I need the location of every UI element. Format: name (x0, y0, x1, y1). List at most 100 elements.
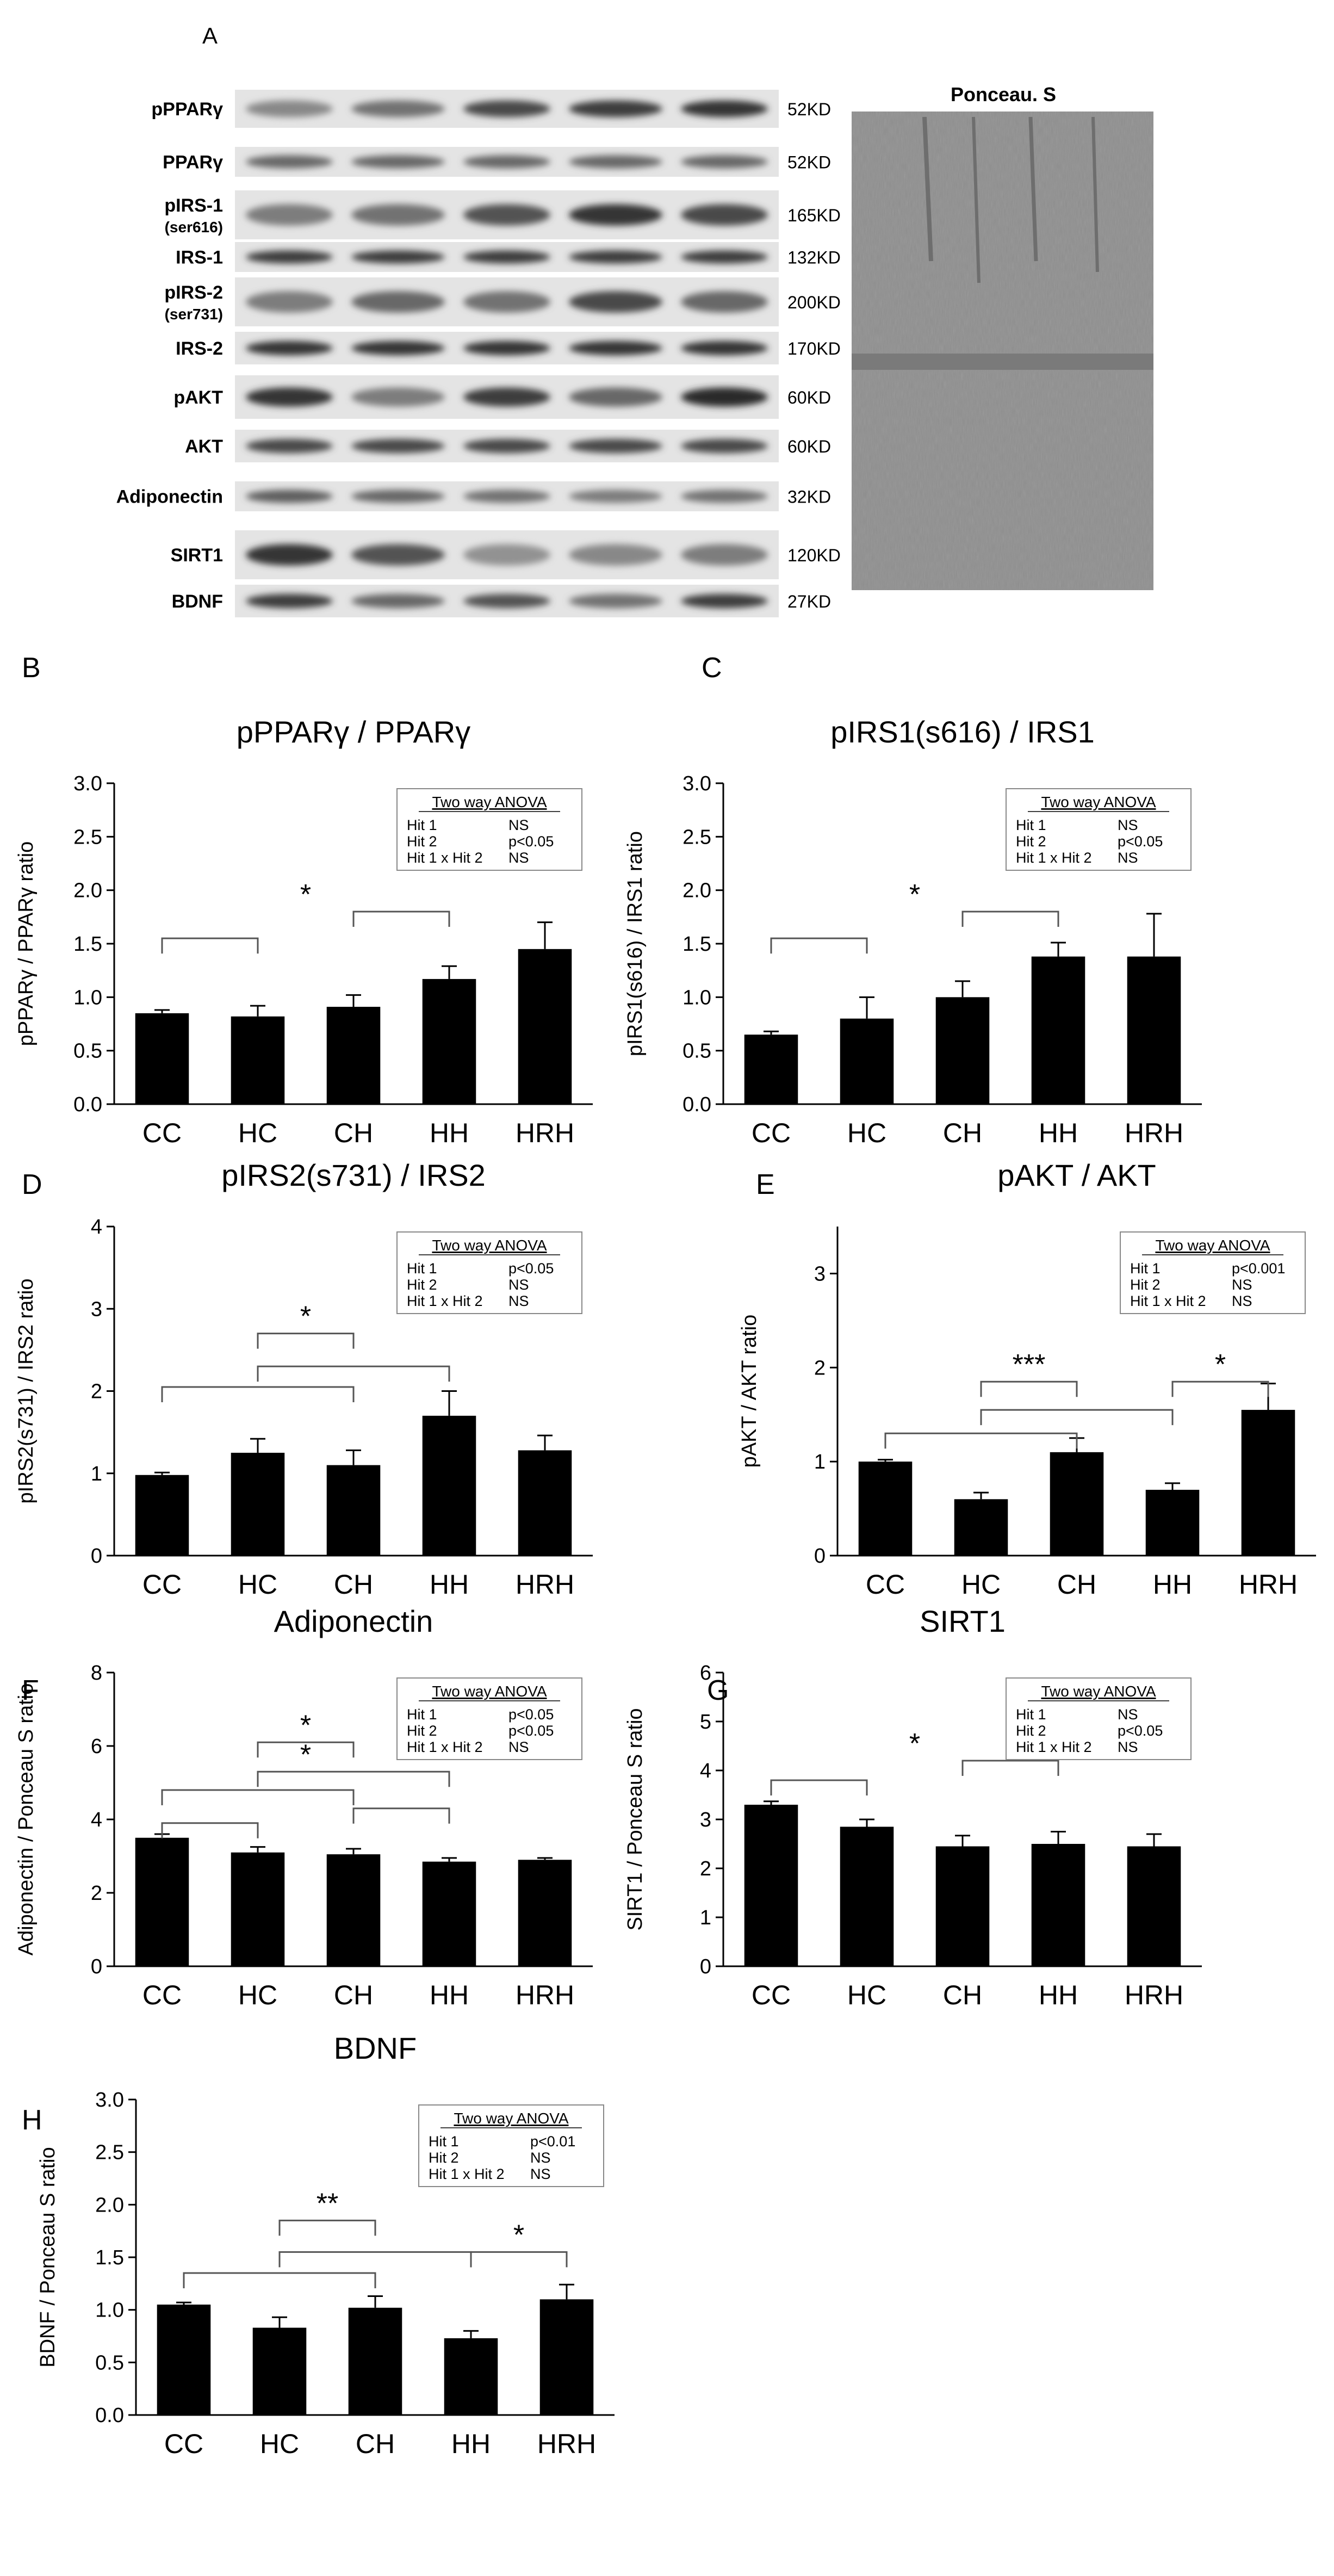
bracket-line (161, 1822, 259, 1838)
blot-row: IRS-1 132KD (176, 242, 841, 272)
bracket-line (352, 911, 450, 927)
x-tick-label: HC (238, 1980, 277, 2010)
blot-row: AKT 60KD (185, 430, 831, 462)
significance-bracket: * (161, 1739, 450, 1805)
bar (518, 1450, 572, 1556)
x-tick-label: CC (752, 1980, 791, 2010)
anova-factor: Hit 1 x Hit 2 (1130, 1293, 1206, 1309)
blot-band (246, 544, 333, 566)
bracket-line (961, 911, 1059, 927)
anova-factor: Hit 2 (407, 1723, 437, 1739)
blot-band (351, 490, 445, 503)
anova-box: Two way ANOVA Hit 1 p<0.01 Hit 2 NS Hit 1 x H… (418, 2104, 604, 2187)
anova-factor: Hit 2 (1016, 833, 1046, 850)
significance-star: ** (317, 2188, 338, 2219)
anova-box: Two way ANOVA Hit 1 NS Hit 2 p<0.05 Hit 1 x H… (396, 788, 582, 871)
blot-band (681, 387, 768, 407)
anova-factor: Hit 1 (1016, 1706, 1046, 1723)
anova-factor: Hit 1 x Hit 2 (407, 1293, 483, 1309)
bracket-line (980, 1409, 1174, 1426)
blot-band (681, 100, 768, 117)
significance-bracket: * (770, 879, 1059, 954)
bar (954, 1499, 1008, 1556)
blot-row-label: BDNF (172, 591, 223, 612)
anova-result: NS (508, 817, 529, 833)
bar (444, 2338, 498, 2415)
anova-result: p<0.001 (1232, 1260, 1285, 1277)
blot-kd-label: 52KD (787, 100, 831, 119)
blot-row-sublabel: (ser616) (165, 219, 223, 236)
x-tick-label: HH (451, 2429, 491, 2459)
blot-band (681, 250, 768, 264)
significance-star: * (300, 879, 311, 911)
blot-band (463, 100, 550, 117)
blot-band (681, 544, 768, 566)
bar (135, 1013, 189, 1104)
blot-band (681, 438, 768, 454)
blot-band (681, 340, 768, 356)
significance-bracket: *** (980, 1349, 1078, 1397)
blot-band (246, 387, 333, 407)
y-axis-label: Adiponectin / Ponceau S ratio (15, 1683, 38, 1956)
blot-band (463, 340, 550, 356)
y-tick-label: 1.5 (95, 2246, 124, 2269)
bar (135, 1475, 189, 1556)
y-tick-label: 1 (700, 1906, 711, 1929)
bar (840, 1826, 894, 1966)
significance-bracket: * (770, 1728, 1059, 1795)
significance-star: * (1215, 1349, 1226, 1380)
bracket-line (257, 1770, 450, 1787)
x-tick-label: CH (356, 2429, 395, 2459)
bracket-line (161, 1789, 355, 1805)
western-blot-panel: A pPPARγ 52KD PPARγ 52KD pIRS-1 (ser616) 165KD… (116, 23, 1153, 617)
blot-row: pAKT 60KD (173, 375, 831, 419)
anova-result: NS (1118, 817, 1138, 833)
chart-title: pIRS2(s731) / IRS2 (221, 1158, 486, 1192)
blot-band (569, 100, 662, 117)
y-tick-label: 8 (91, 1662, 102, 1685)
x-tick-label: HRH (516, 1118, 574, 1148)
blot-band (681, 593, 768, 609)
x-tick-label: HRH (516, 1569, 574, 1600)
anova-factor: Hit 1 (407, 1260, 437, 1277)
bar (858, 1462, 913, 1556)
x-tick-label: HH (1039, 1118, 1078, 1148)
anova-box-border (396, 788, 582, 871)
blot-band (569, 340, 662, 356)
x-tick-label: CH (943, 1980, 982, 2010)
bracket-line (770, 1779, 868, 1795)
anova-box: Two way ANOVA Hit 1 NS Hit 2 p<0.05 Hit 1 x H… (1006, 1677, 1192, 1760)
bracket-line (1171, 1380, 1269, 1397)
x-tick-label: HC (847, 1118, 886, 1148)
y-axis-label: BDNF / Ponceau S ratio (36, 2147, 59, 2368)
y-tick-label: 3 (814, 1262, 826, 1285)
bar (422, 1861, 476, 1966)
anova-header: Two way ANOVA (1155, 1237, 1270, 1254)
y-tick-label: 3 (91, 1298, 102, 1321)
y-tick-label: 5 (700, 1711, 711, 1733)
bar (1241, 1410, 1295, 1556)
y-tick-label: 4 (91, 1216, 102, 1239)
anova-factor: Hit 1 x Hit 2 (1016, 850, 1092, 866)
y-tick-label: 0 (91, 1955, 102, 1978)
bar (935, 1846, 990, 1966)
y-tick-label: 1.5 (682, 933, 711, 956)
anova-header: Two way ANOVA (1041, 1683, 1156, 1700)
chart-h: H BDNF BDNF / Ponceau S ratio 0.0 0.5 1.0 1.5 2… (22, 2031, 615, 2459)
x-tick-label: CH (1057, 1569, 1096, 1600)
x-tick-label: HRH (516, 1980, 574, 2010)
anova-factor: Hit 1 x Hit 2 (429, 2166, 505, 2182)
blot-band (246, 100, 333, 117)
blot-row: pIRS-2 (ser731) 200KD (164, 277, 841, 326)
anova-result: NS (530, 2150, 551, 2166)
bar (1127, 1846, 1181, 1966)
significance-star: *** (1013, 1349, 1046, 1380)
anova-factor: Hit 2 (1016, 1723, 1046, 1739)
panel-letter: B (22, 652, 41, 684)
bracket-line (183, 2272, 376, 2288)
x-tick-label: CC (866, 1569, 905, 1600)
x-tick-label: CH (334, 1118, 373, 1148)
x-tick-label: HRH (1125, 1980, 1183, 2010)
panel-letter: F (22, 1675, 39, 1706)
